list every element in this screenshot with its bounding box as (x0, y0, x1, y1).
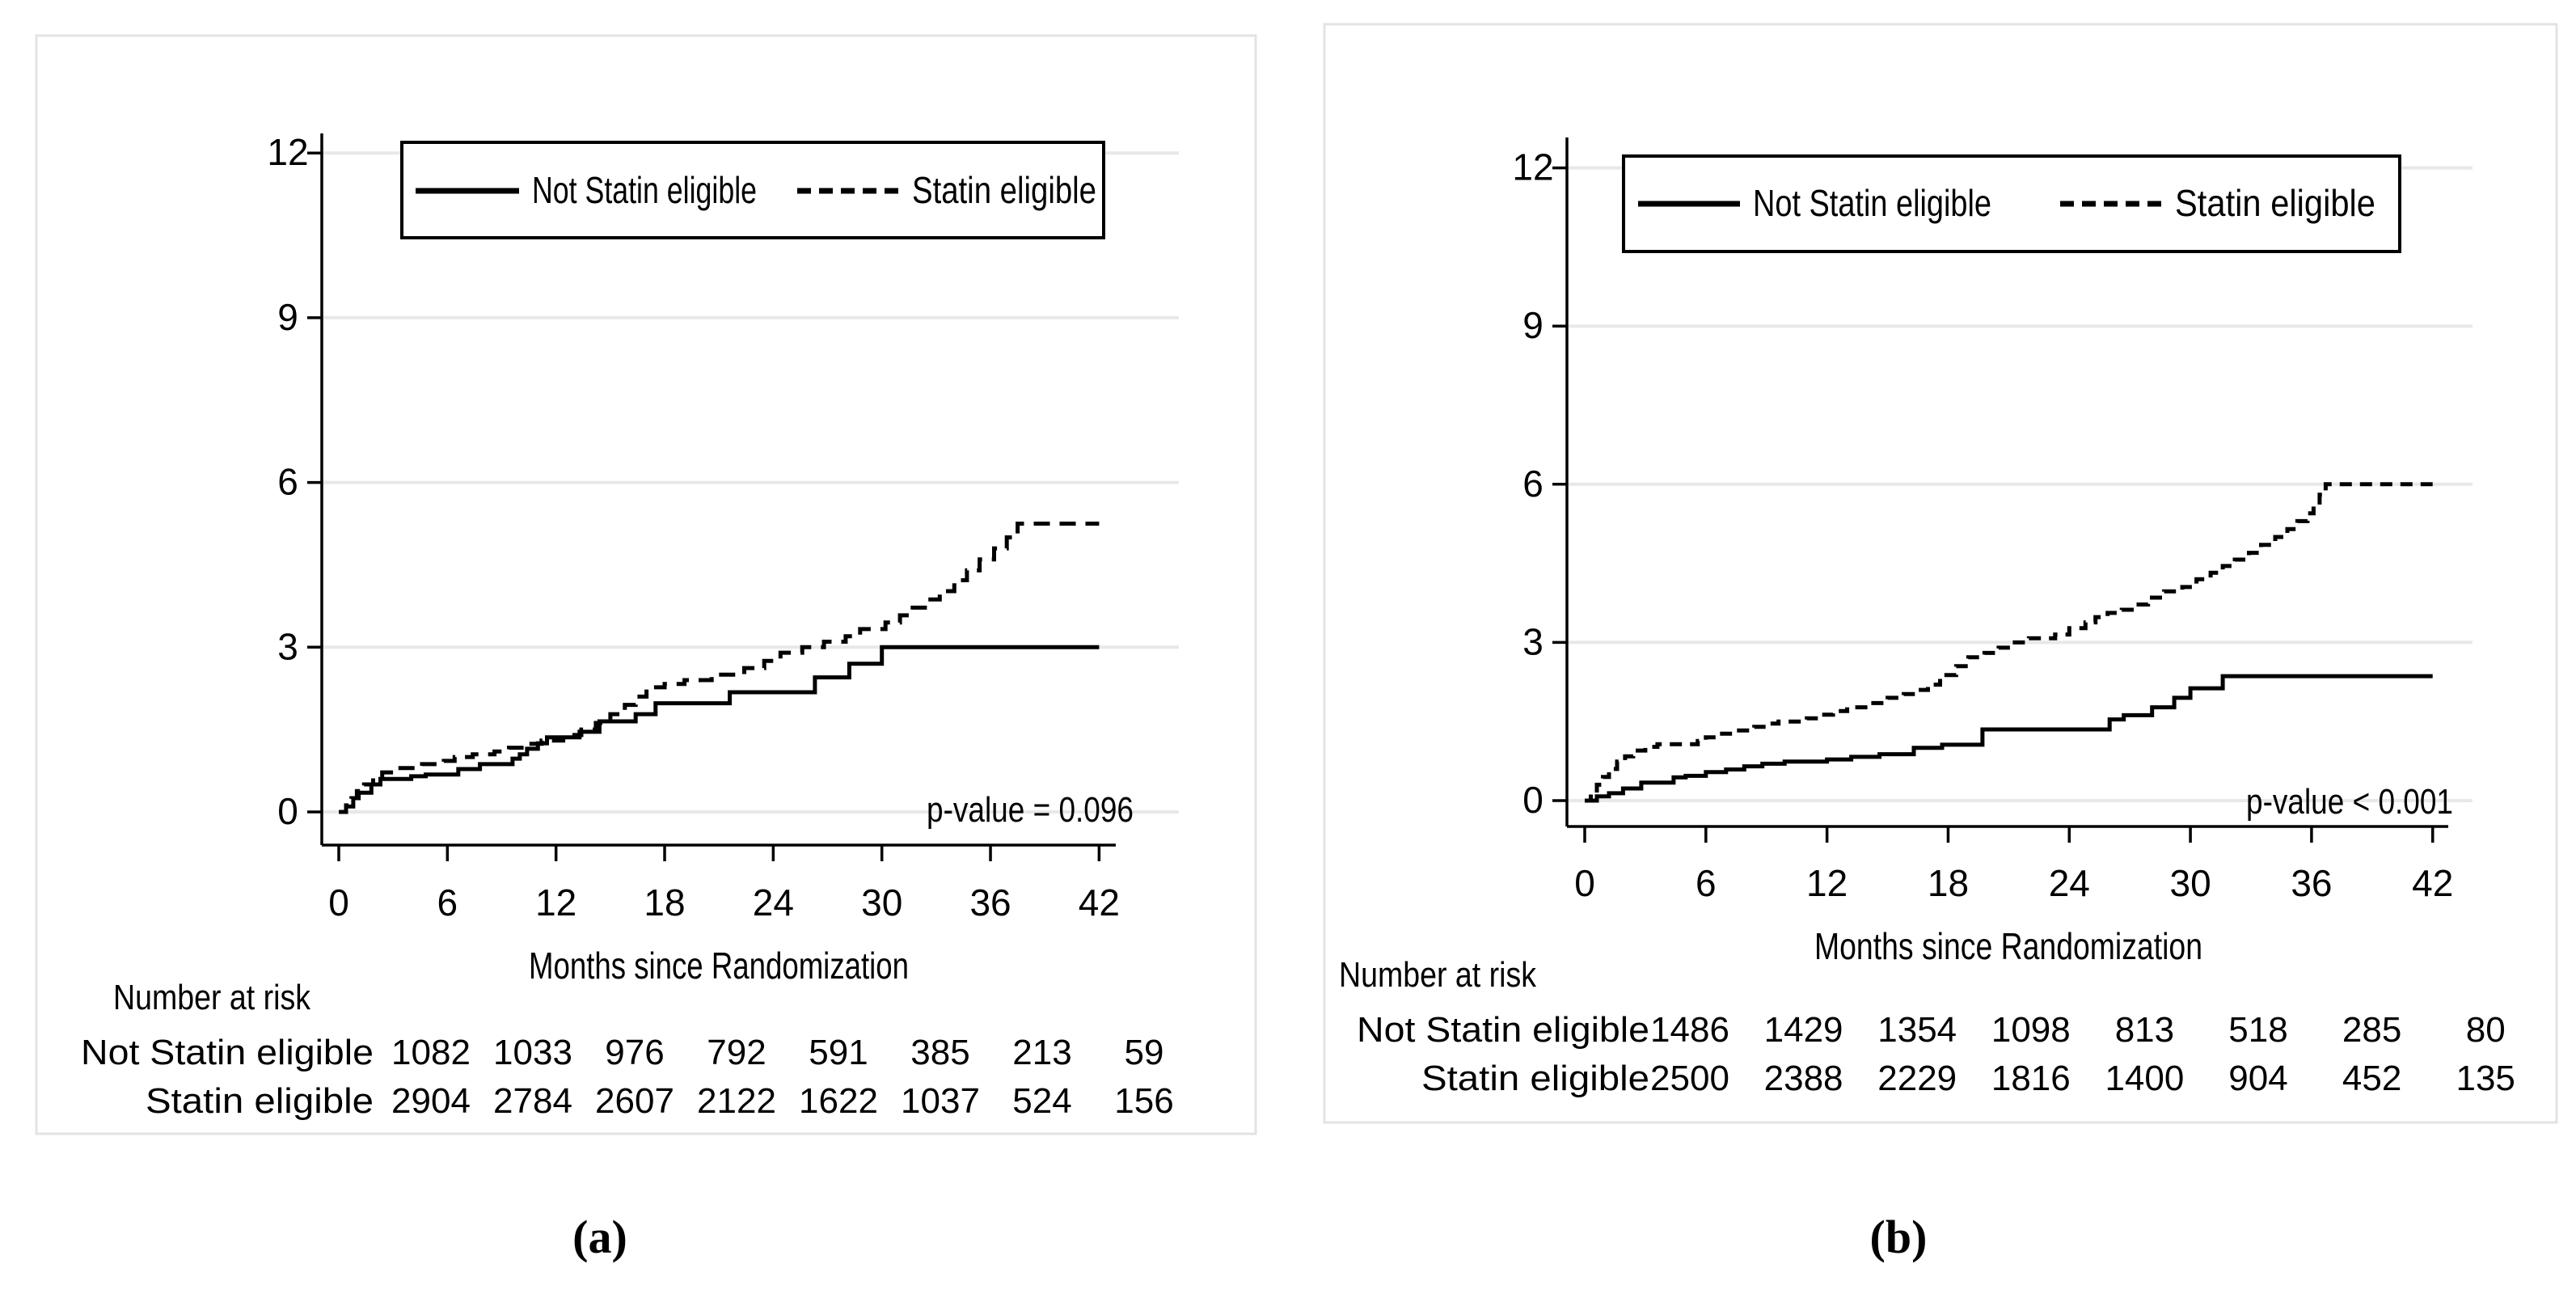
risk-value: 285 (2342, 1010, 2401, 1050)
series-path-dashed (339, 522, 1100, 814)
series-path-solid (339, 645, 1100, 814)
risk-value: 792 (707, 1033, 766, 1072)
risk-value: 1429 (1764, 1010, 1843, 1050)
km-panel-b: Not Statin eligible Statin eligible036912… (1323, 23, 2558, 1124)
x-tick-label: 36 (2291, 862, 2332, 904)
x-tick-label: 30 (861, 881, 902, 924)
risk-value: 59 (1125, 1033, 1164, 1072)
risk-value: 2122 (697, 1081, 776, 1121)
x-tick-label: 36 (969, 881, 1011, 924)
x-tick-label: 12 (1806, 862, 1848, 904)
p-value-label: p-value = 0.096 (927, 790, 1134, 830)
risk-value: 2500 (1650, 1059, 1729, 1098)
x-tick-label: 6 (1696, 862, 1717, 904)
x-axis-title: Months since Randomization (1814, 925, 2202, 967)
risk-value: 2607 (595, 1081, 674, 1121)
x-tick-label: 0 (328, 881, 349, 924)
risk-row-label: Not Statin eligible (1357, 1010, 1649, 1050)
risk-value: 591 (809, 1033, 868, 1072)
risk-value: 80 (2466, 1010, 2506, 1050)
series-path-dashed (1585, 482, 2433, 803)
x-tick-label: 18 (1928, 862, 1969, 904)
risk-row-label: Not Statin eligible (81, 1033, 374, 1072)
risk-value: 1082 (391, 1033, 471, 1072)
x-tick-label: 24 (2049, 862, 2090, 904)
risk-value: 385 (910, 1033, 969, 1072)
legend-label-statin-eligible: Statin eligible (912, 169, 1096, 211)
risk-value: 1486 (1650, 1010, 1729, 1050)
y-tick-label: 9 (1522, 304, 1543, 346)
y-tick-label: 6 (1522, 463, 1543, 505)
risk-row-label: Statin eligible (1421, 1059, 1649, 1098)
risk-value: 452 (2342, 1059, 2401, 1098)
x-tick-label: 18 (644, 881, 685, 924)
risk-value: 1622 (799, 1081, 878, 1121)
risk-value: 2784 (493, 1081, 572, 1121)
risk-value: 524 (1012, 1081, 1071, 1121)
x-tick-label: 30 (2170, 862, 2211, 904)
caption-panel-b: (b) (1869, 1211, 1928, 1263)
y-tick-label: 9 (277, 296, 298, 338)
y-tick-label: 6 (277, 461, 298, 503)
x-tick-label: 42 (1079, 881, 1120, 924)
x-tick-label: 0 (1574, 862, 1595, 904)
risk-value: 2904 (391, 1081, 471, 1121)
y-tick-label: 0 (1522, 779, 1543, 821)
caption-panel-a: (a) (572, 1211, 627, 1263)
x-axis-title: Months since Randomization (529, 945, 909, 987)
risk-row-label: Statin eligible (146, 1081, 374, 1121)
x-tick-label: 42 (2412, 862, 2453, 904)
km-panel-a: Not Statin eligible Statin eligible036912… (35, 34, 1257, 1135)
risk-value: 904 (2228, 1059, 2287, 1098)
y-tick-label: 0 (277, 790, 298, 832)
risk-value: 518 (2228, 1010, 2287, 1050)
risk-value: 156 (1114, 1081, 1173, 1121)
x-tick-label: 24 (753, 881, 794, 924)
risk-value: 2388 (1764, 1059, 1843, 1098)
legend-label-statin-eligible: Statin eligible (2175, 182, 2375, 224)
series-path-solid (1585, 674, 2433, 803)
legend-box (1622, 154, 2401, 253)
risk-value: 2229 (1877, 1059, 1957, 1098)
risk-value: 1354 (1877, 1010, 1957, 1050)
p-value-label: p-value < 0.001 (2246, 782, 2453, 822)
risk-value: 813 (2115, 1010, 2174, 1050)
legend-label-not-statin-eligible: Not Statin eligible (1753, 182, 1991, 224)
y-tick-label: 12 (1512, 146, 1553, 188)
risk-value: 1033 (493, 1033, 572, 1072)
panel-frame (35, 34, 1257, 1135)
risk-value: 1098 (1991, 1010, 2071, 1050)
risk-table-title: Number at risk (1339, 955, 1537, 995)
y-tick-label: 3 (277, 625, 298, 667)
risk-value: 1037 (901, 1081, 980, 1121)
risk-value: 135 (2456, 1059, 2515, 1098)
risk-table-title: Number at risk (113, 978, 311, 1017)
risk-value: 1400 (2105, 1059, 2184, 1098)
y-tick-label: 3 (1522, 620, 1543, 662)
x-tick-label: 12 (535, 881, 576, 924)
risk-value: 976 (605, 1033, 664, 1072)
panel-frame (1323, 23, 2558, 1124)
risk-value: 213 (1012, 1033, 1071, 1072)
x-tick-label: 6 (437, 881, 458, 924)
y-tick-label: 12 (267, 131, 308, 173)
legend-label-not-statin-eligible: Not Statin eligible (532, 169, 757, 211)
risk-value: 1816 (1991, 1059, 2071, 1098)
